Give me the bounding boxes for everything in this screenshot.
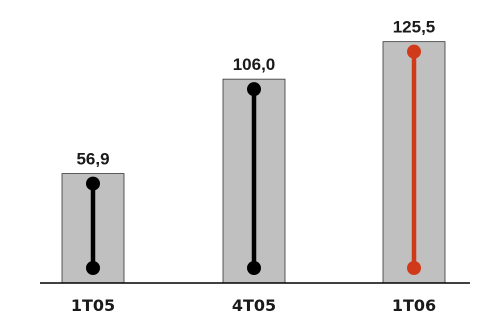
- lollipop-dot-top-1T06: [407, 44, 421, 59]
- lollipop-dot-bottom-1T05: [86, 261, 100, 275]
- lollipop-dot-bottom-1T06: [407, 261, 421, 275]
- x-tick-label-1T05: 1T05: [71, 296, 115, 315]
- data-label-1T06: 125,5: [393, 18, 436, 37]
- lollipop-layer: [86, 44, 421, 275]
- lollipop-dot-top-1T05: [86, 176, 100, 191]
- lollipop-dot-bottom-4T05: [247, 261, 261, 275]
- x-tick-label-4T05: 4T05: [232, 296, 276, 315]
- x-tick-label-1T06: 1T06: [392, 296, 436, 315]
- data-label-1T05: 56,9: [76, 150, 109, 169]
- lollipop-dot-top-4T05: [247, 82, 261, 97]
- data-label-4T05: 106,0: [233, 55, 276, 74]
- labels-layer: 56,9 1T05 106,0 4T05 125,5 1T06: [71, 18, 436, 315]
